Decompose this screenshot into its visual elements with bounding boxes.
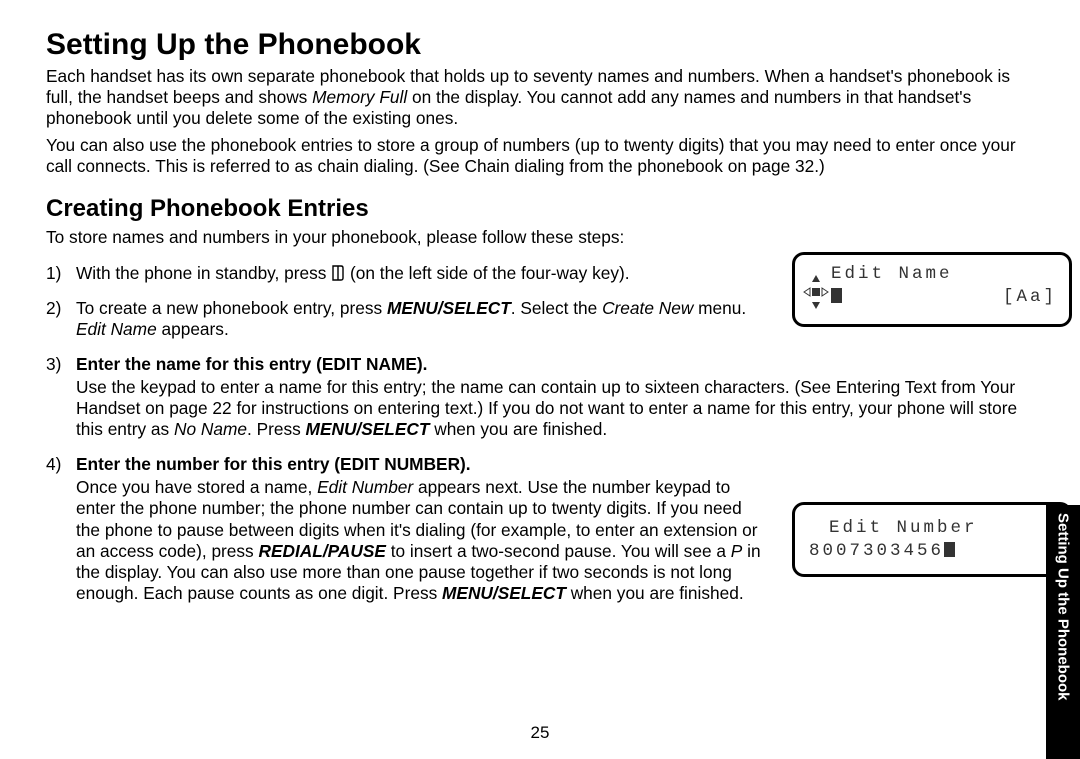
intro-paragraph-2: You can also use the phonebook entries t… — [46, 135, 1036, 177]
step-1-text-before: With the phone in standby, press — [76, 263, 331, 283]
page-title: Setting Up the Phonebook — [46, 28, 1036, 62]
lcd-screen-edit-name: Edit Name [Aa] — [792, 252, 1072, 327]
lcd2-line1: Edit Number — [809, 517, 1057, 540]
side-tab-label: Setting Up the Phonebook — [1055, 513, 1072, 701]
section-intro: To store names and numbers in your phone… — [46, 227, 1036, 248]
side-tab: Setting Up the Phonebook — [1046, 505, 1080, 759]
section-heading-creating-entries: Creating Phonebook Entries — [46, 195, 1036, 223]
phonebook-icon — [331, 265, 345, 281]
step-4-body: Once you have stored a name, Edit Number… — [76, 477, 766, 604]
lcd-screen-edit-number: Edit Number 8007303456 — [792, 502, 1072, 577]
lcd1-cursor — [831, 286, 842, 309]
step-4-title: Enter the number for this entry (EDIT NU… — [76, 454, 471, 474]
nav-indicator-icon — [803, 273, 829, 311]
lcd2-number: 8007303456 — [809, 541, 944, 561]
lcd2-line2-wrap: 8007303456 — [809, 540, 1057, 563]
page-number: 25 — [0, 723, 1080, 743]
step-3-body: Use the keypad to enter a name for this … — [76, 377, 1036, 440]
lcd2-cursor — [944, 542, 955, 557]
lcd1-mode: [Aa] — [1003, 286, 1057, 309]
lcd1-line1: Edit Name — [831, 263, 1057, 286]
step-2: To create a new phonebook entry, press M… — [46, 298, 756, 340]
step-3: Enter the name for this entry (EDIT NAME… — [46, 354, 1036, 440]
step-1: With the phone in standby, press (on the… — [46, 263, 756, 284]
step-1-text-after: (on the left side of the four-way key). — [345, 263, 629, 283]
intro-paragraph-1: Each handset has its own separate phoneb… — [46, 66, 1036, 129]
step-3-title: Enter the name for this entry (EDIT NAME… — [76, 354, 427, 374]
